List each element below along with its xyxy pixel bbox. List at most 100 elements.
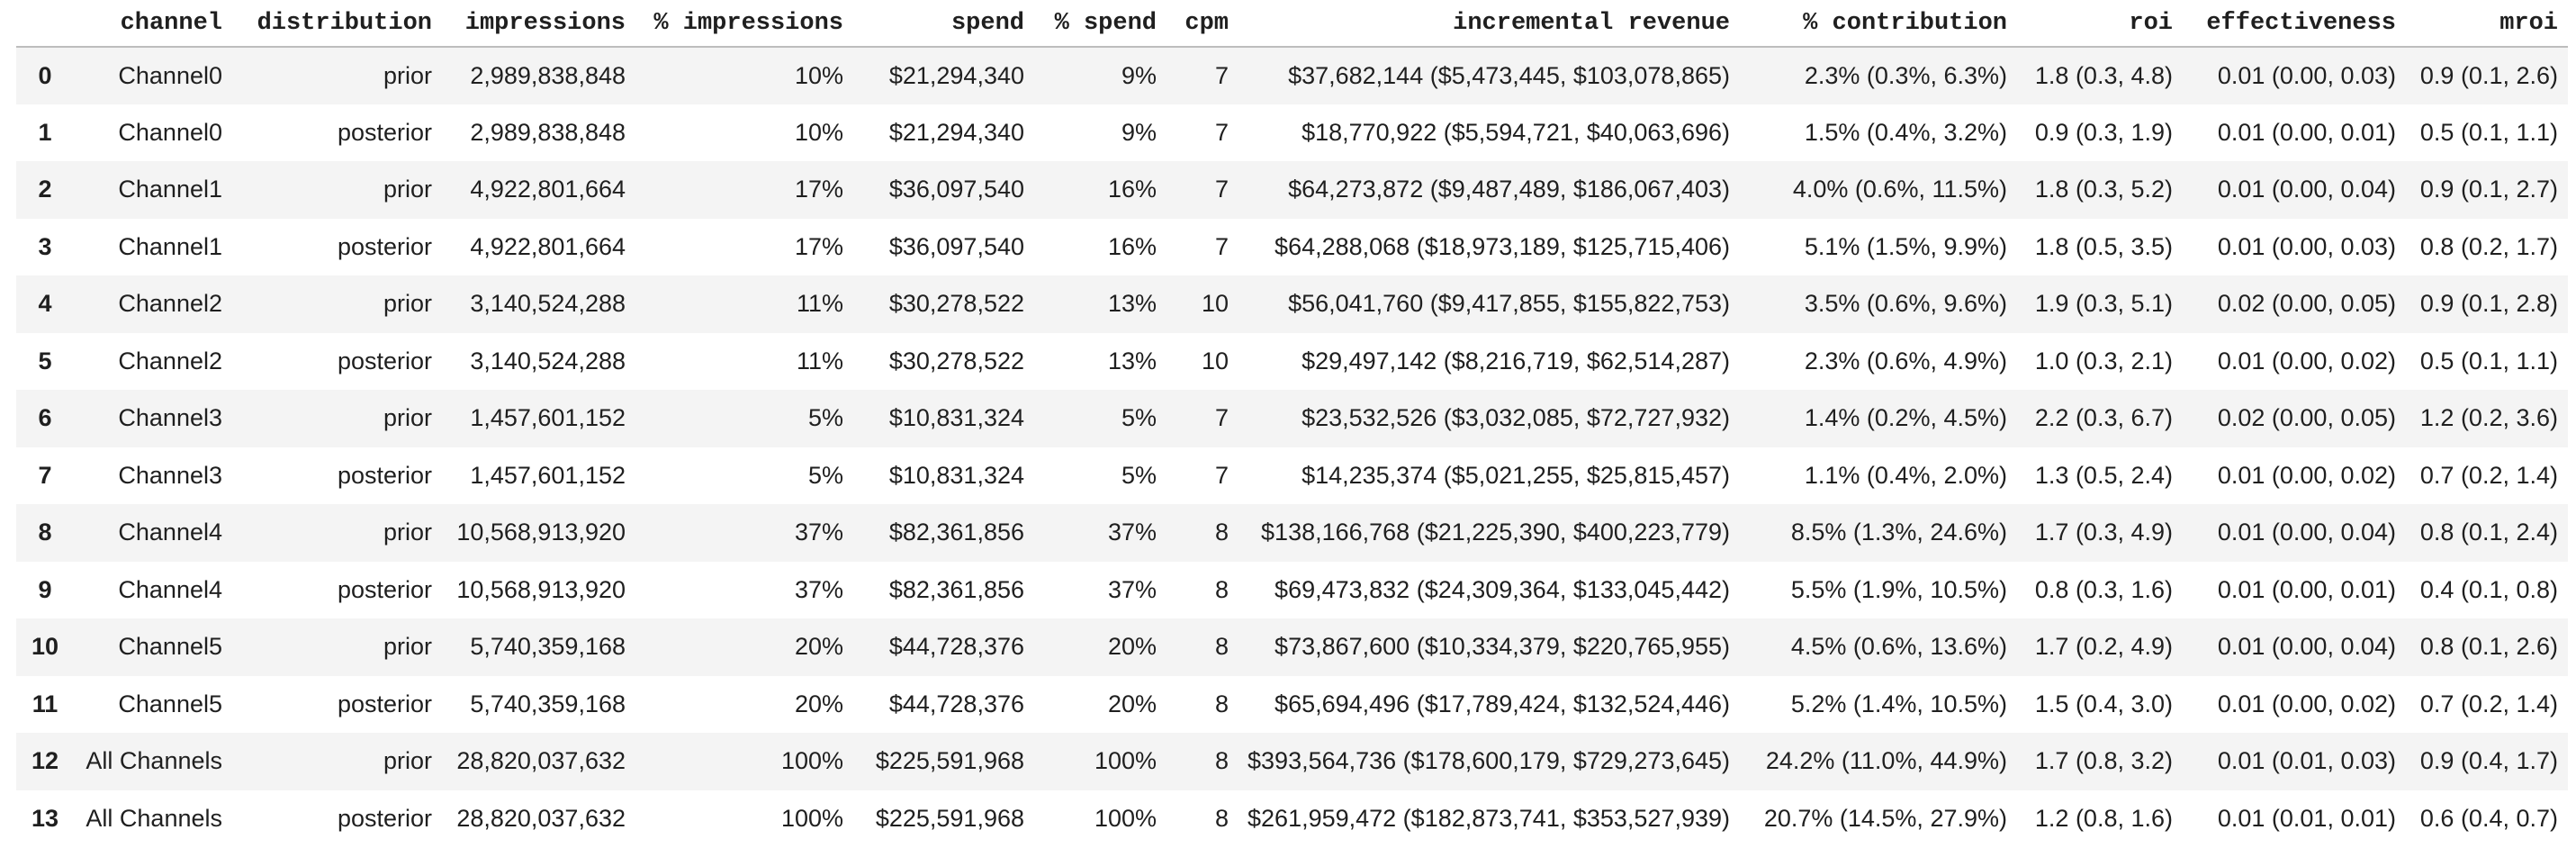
cell-effectiveness: 0.01 (0.00, 0.02) [2217, 347, 2396, 374]
cell-effectiveness: 0.02 (0.00, 0.05) [2217, 290, 2396, 318]
cell-impressions: 20% [794, 690, 843, 717]
cell-effectiveness: 0.01 (0.00, 0.01) [2217, 118, 2396, 146]
row-index: 11 [32, 690, 59, 717]
cell-spend: 20% [1107, 690, 1157, 717]
cell-mroi: 0.9 (0.4, 1.7) [2419, 747, 2558, 775]
cell-roi: 1.7 (0.8, 3.2) [2034, 747, 2173, 775]
table-row: 5 Channel2 posterior 3,140,524,288 11% $30,27… [16, 332, 2568, 390]
row-index: 5 [38, 347, 52, 374]
cell-spend: 9% [1121, 118, 1157, 146]
cell-impressions: 2,989,838,848 [470, 118, 626, 146]
cell-channel: All Channels [86, 747, 222, 775]
cell-channel: Channel1 [118, 176, 222, 203]
cell-spend: 5% [1121, 461, 1157, 489]
cell-spend: $82,361,856 [888, 519, 1024, 546]
cell-cpm: 7 [1214, 404, 1229, 432]
cell-distribution: posterior [337, 232, 432, 260]
cell-spend: $36,097,540 [888, 176, 1024, 203]
cell-channel: Channel2 [118, 290, 222, 318]
cell-impressions: 10% [794, 118, 843, 146]
cell-cpm: 8 [1214, 804, 1229, 832]
cell-contribution: 4.0% (0.6%, 11.5%) [1792, 176, 2007, 203]
table-row: 13 All Channels posterior 28,820,037,632 100… [16, 789, 2568, 847]
cell-effectiveness: 0.02 (0.00, 0.05) [2217, 404, 2396, 432]
cell-mroi: 1.2 (0.2, 3.6) [2419, 404, 2558, 432]
row-index: 1 [38, 118, 52, 146]
cell-cpm: 7 [1214, 232, 1229, 260]
cell-distribution: posterior [337, 804, 432, 832]
column-header-cpm: cpm [1157, 0, 1229, 48]
cell-incremental-revenue: $29,497,142 ($8,216,719, $62,514,287) [1302, 347, 1730, 374]
cell-spend: $21,294,340 [888, 61, 1024, 89]
column-header-impressions: % impressions [626, 0, 843, 48]
cell-spend: $10,831,324 [888, 461, 1024, 489]
cell-impressions: 5,740,359,168 [470, 633, 626, 661]
cell-effectiveness: 0.01 (0.00, 0.02) [2217, 690, 2396, 717]
cell-channel: Channel0 [118, 61, 222, 89]
cell-contribution: 5.1% (1.5%, 9.9%) [1804, 232, 2007, 260]
cell-impressions: 4,922,801,664 [470, 176, 626, 203]
cell-contribution: 8.5% (1.3%, 24.6%) [1790, 519, 2007, 546]
cell-spend: 37% [1107, 519, 1157, 546]
cell-impressions: 37% [794, 519, 843, 546]
row-index: 6 [38, 404, 52, 432]
cell-channel: All Channels [86, 804, 222, 832]
header-row: channel distribution impressions% impressi… [16, 0, 2568, 48]
cell-roi: 2.2 (0.3, 6.7) [2034, 404, 2173, 432]
table-row: 4 Channel2 prior 3,140,524,288 11% $30,278,52… [16, 275, 2568, 333]
row-index: 13 [31, 804, 59, 832]
column-header-mroi: mroi [2396, 0, 2568, 48]
cell-impressions: 3,140,524,288 [470, 347, 626, 374]
cell-impressions: 10,568,913,920 [456, 575, 626, 603]
cell-impressions: 5% [807, 404, 843, 432]
cell-channel: Channel3 [118, 461, 222, 489]
row-index: 9 [38, 575, 52, 603]
cell-spend: 100% [1094, 747, 1157, 775]
cell-spend: 9% [1121, 61, 1157, 89]
cell-cpm: 7 [1214, 176, 1229, 203]
column-header-roi: roi [2007, 0, 2173, 48]
cell-contribution: 5.5% (1.9%, 10.5%) [1790, 575, 2007, 603]
cell-impressions: 1,457,601,152 [470, 404, 626, 432]
cell-incremental-revenue: $65,694,496 ($17,789,424, $132,524,446) [1274, 690, 1730, 717]
cell-spend: 13% [1107, 290, 1157, 318]
cell-cpm: 8 [1214, 519, 1229, 546]
cell-mroi: 0.9 (0.1, 2.7) [2419, 176, 2558, 203]
row-index: 7 [38, 461, 52, 489]
cell-spend: $36,097,540 [888, 232, 1024, 260]
cell-contribution: 3.5% (0.6%, 9.6%) [1804, 290, 2007, 318]
cell-incremental-revenue: $73,867,600 ($10,334,379, $220,765,955) [1274, 633, 1730, 661]
cell-incremental-revenue: $18,770,922 ($5,594,721, $40,063,696) [1302, 118, 1730, 146]
cell-impressions: 5% [807, 461, 843, 489]
cell-spend: 13% [1107, 347, 1157, 374]
table-row: 6 Channel3 prior 1,457,601,152 5% $10,831,324… [16, 390, 2568, 447]
cell-spend: $30,278,522 [888, 290, 1024, 318]
cell-effectiveness: 0.01 (0.00, 0.03) [2217, 232, 2396, 260]
cell-spend: 20% [1107, 633, 1157, 661]
row-index: 0 [38, 61, 52, 89]
table-row: 7 Channel3 posterior 1,457,601,152 5% $10,831… [16, 447, 2568, 504]
cell-channel: Channel5 [118, 633, 222, 661]
cell-channel: Channel0 [118, 118, 222, 146]
cell-distribution: prior [383, 747, 432, 775]
cell-channel: Channel5 [118, 690, 222, 717]
cell-roi: 1.7 (0.2, 4.9) [2034, 633, 2173, 661]
cell-mroi: 0.9 (0.1, 2.6) [2419, 61, 2558, 89]
cell-incremental-revenue: $69,473,832 ($24,309,364, $133,045,442) [1274, 575, 1730, 603]
cell-spend: $21,294,340 [888, 118, 1024, 146]
cell-distribution: posterior [337, 347, 432, 374]
cell-effectiveness: 0.01 (0.00, 0.03) [2217, 61, 2396, 89]
cell-spend: 37% [1107, 575, 1157, 603]
cell-spend: 16% [1107, 176, 1157, 203]
table-header: channel distribution impressions% impressi… [16, 0, 2568, 48]
row-index: 2 [38, 176, 52, 203]
cell-impressions: 11% [796, 290, 843, 318]
cell-roi: 1.7 (0.3, 4.9) [2034, 519, 2173, 546]
cell-mroi: 0.8 (0.1, 2.6) [2419, 633, 2558, 661]
cell-mroi: 0.8 (0.1, 2.4) [2419, 519, 2558, 546]
cell-incremental-revenue: $393,564,736 ($178,600,179, $729,273,645… [1247, 747, 1730, 775]
cell-cpm: 8 [1214, 747, 1229, 775]
cell-roi: 1.5 (0.4, 3.0) [2034, 690, 2173, 717]
cell-distribution: prior [383, 633, 432, 661]
cell-impressions: 17% [794, 232, 843, 260]
